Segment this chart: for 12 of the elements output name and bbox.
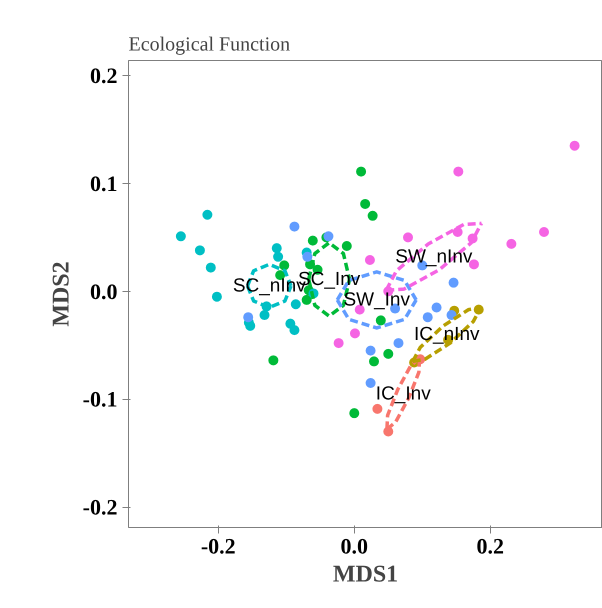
x-tick-label: 0.0 [340,534,368,558]
y-tick-label: -0.1 [82,386,118,412]
x-tick-label: 0.2 [476,534,504,558]
x-tick-label: -0.2 [200,534,236,558]
y-tick-label: 0.0 [90,278,118,304]
series-label: SW_Inv [343,289,410,310]
y-tick-label: 0.1 [90,170,118,196]
y-axis-title: MDS2 [48,261,75,327]
x-axis-title: MDS1 [332,562,398,588]
y-tick-label: -0.2 [82,494,118,520]
y-tick-label: 0.2 [90,63,118,88]
chart-title: Ecological Function [128,34,290,56]
